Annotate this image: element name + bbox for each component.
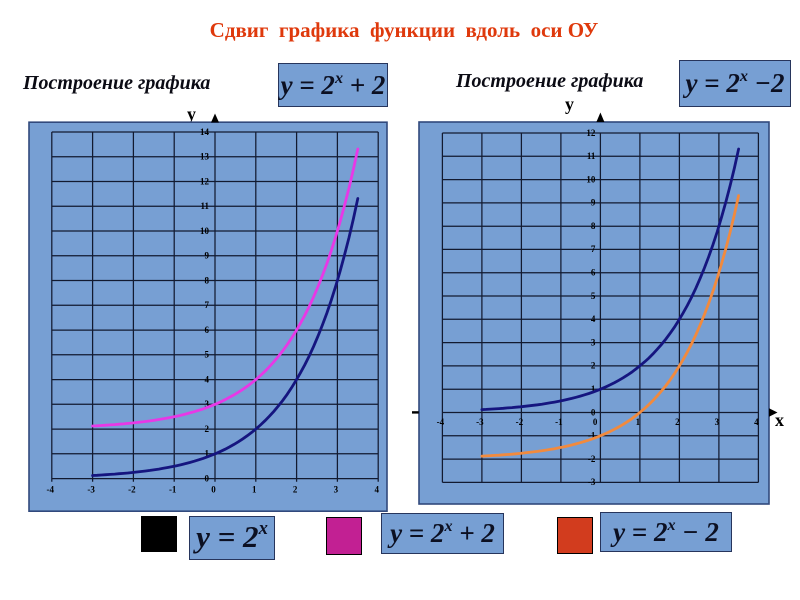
svg-text:-1: -1 <box>169 485 177 495</box>
svg-text:-1: -1 <box>588 431 596 441</box>
svg-text:-4: -4 <box>437 417 445 427</box>
svg-text:10: 10 <box>586 174 596 184</box>
svg-text:6: 6 <box>591 268 596 278</box>
svg-text:3: 3 <box>334 485 339 495</box>
svg-text:0: 0 <box>205 473 210 483</box>
svg-text:5: 5 <box>591 291 596 301</box>
svg-text:9: 9 <box>591 198 596 208</box>
svg-text:-4: -4 <box>47 485 55 495</box>
svg-text:4: 4 <box>205 374 210 384</box>
svg-text:4: 4 <box>374 485 379 495</box>
svg-text:13: 13 <box>200 152 210 162</box>
svg-text:11: 11 <box>200 201 209 211</box>
svg-text:12: 12 <box>586 128 596 138</box>
svg-text:9: 9 <box>205 251 210 261</box>
svg-text:1: 1 <box>636 417 641 427</box>
svg-text:0: 0 <box>591 407 596 417</box>
svg-text:12: 12 <box>200 176 210 186</box>
svg-text:1: 1 <box>591 384 596 394</box>
svg-text:3: 3 <box>591 337 596 347</box>
svg-text:-2: -2 <box>588 454 596 464</box>
svg-text:2: 2 <box>293 485 298 495</box>
svg-text:8: 8 <box>591 221 596 231</box>
svg-text:3: 3 <box>205 399 210 409</box>
svg-text:0: 0 <box>211 485 216 495</box>
svg-text:-3: -3 <box>476 417 484 427</box>
svg-text:7: 7 <box>205 300 210 310</box>
svg-text:5: 5 <box>205 350 210 360</box>
svg-text:3: 3 <box>715 417 720 427</box>
svg-text:-1: -1 <box>555 417 563 427</box>
svg-text:6: 6 <box>205 325 210 335</box>
svg-text:4: 4 <box>754 417 759 427</box>
svg-text:-2: -2 <box>516 417 524 427</box>
svg-text:2: 2 <box>205 424 210 434</box>
svg-text:14: 14 <box>200 127 210 137</box>
svg-text:4: 4 <box>591 314 596 324</box>
svg-text:11: 11 <box>587 151 596 161</box>
svg-text:-3: -3 <box>588 477 596 487</box>
svg-text:1: 1 <box>205 449 210 459</box>
svg-text:7: 7 <box>591 244 596 254</box>
svg-text:-2: -2 <box>128 485 136 495</box>
svg-text:2: 2 <box>675 417 680 427</box>
svg-text:2: 2 <box>591 361 596 371</box>
svg-text:-3: -3 <box>87 485 95 495</box>
svg-text:0: 0 <box>593 417 598 427</box>
svg-text:10: 10 <box>200 226 210 236</box>
svg-text:1: 1 <box>252 485 257 495</box>
svg-text:8: 8 <box>205 275 210 285</box>
